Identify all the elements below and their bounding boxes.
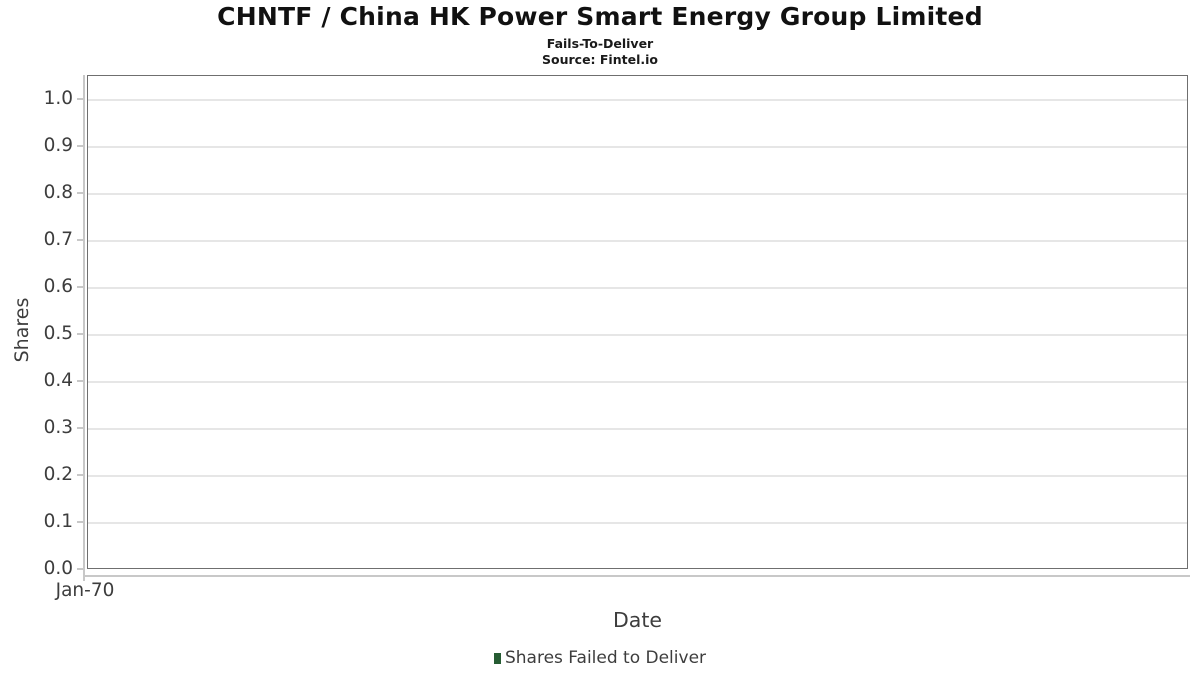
- gridline: [88, 240, 1187, 242]
- legend-label: Shares Failed to Deliver: [504, 648, 707, 668]
- y-tick-label: 1.0: [43, 88, 73, 109]
- y-tick-label: 0.6: [43, 276, 73, 297]
- y-tick-mark: [77, 380, 83, 382]
- y-tick-label: 0.4: [43, 370, 73, 391]
- gridline: [88, 287, 1187, 289]
- gridline: [88, 522, 1187, 524]
- y-tick-label: 0.3: [43, 417, 73, 438]
- y-tick-mark: [77, 427, 83, 429]
- y-axis-line: [83, 75, 85, 576]
- y-tick-mark: [77, 568, 83, 570]
- y-tick-label: 0.8: [43, 182, 73, 203]
- chart-title: CHNTF / China HK Power Smart Energy Grou…: [217, 2, 983, 31]
- y-tick-mark: [77, 192, 83, 194]
- y-tick-label: 0.2: [43, 464, 73, 485]
- y-tick-mark: [77, 145, 83, 147]
- gridline: [88, 334, 1187, 336]
- y-tick-mark: [77, 98, 83, 100]
- x-axis-title: Date: [613, 608, 662, 632]
- x-axis-line: [83, 575, 1190, 577]
- gridline: [88, 99, 1187, 101]
- gridline: [88, 146, 1187, 148]
- legend-marker-square: [493, 652, 501, 664]
- plot-area: [87, 75, 1188, 569]
- gridline: [88, 475, 1187, 477]
- y-tick-label: 0.1: [43, 511, 73, 532]
- y-tick-label: 0.0: [43, 558, 73, 579]
- chart-subtitle: Fails-To-Deliver: [546, 36, 654, 51]
- gridline: [88, 428, 1187, 430]
- x-tick-label: Jan-70: [55, 580, 115, 601]
- y-tick-mark: [77, 286, 83, 288]
- chart-source: Source: Fintel.io: [542, 52, 658, 67]
- y-tick-label: 0.9: [43, 135, 73, 156]
- y-tick-mark: [77, 239, 83, 241]
- y-tick-mark: [77, 521, 83, 523]
- y-tick-label: 0.5: [43, 323, 73, 344]
- gridline: [88, 193, 1187, 195]
- y-tick-mark: [77, 474, 83, 476]
- y-tick-mark: [77, 333, 83, 335]
- gridline: [88, 381, 1187, 383]
- y-tick-label: 0.7: [43, 229, 73, 250]
- x-tick-mark: [83, 575, 85, 581]
- legend: Shares Failed to Deliver: [0, 647, 1200, 669]
